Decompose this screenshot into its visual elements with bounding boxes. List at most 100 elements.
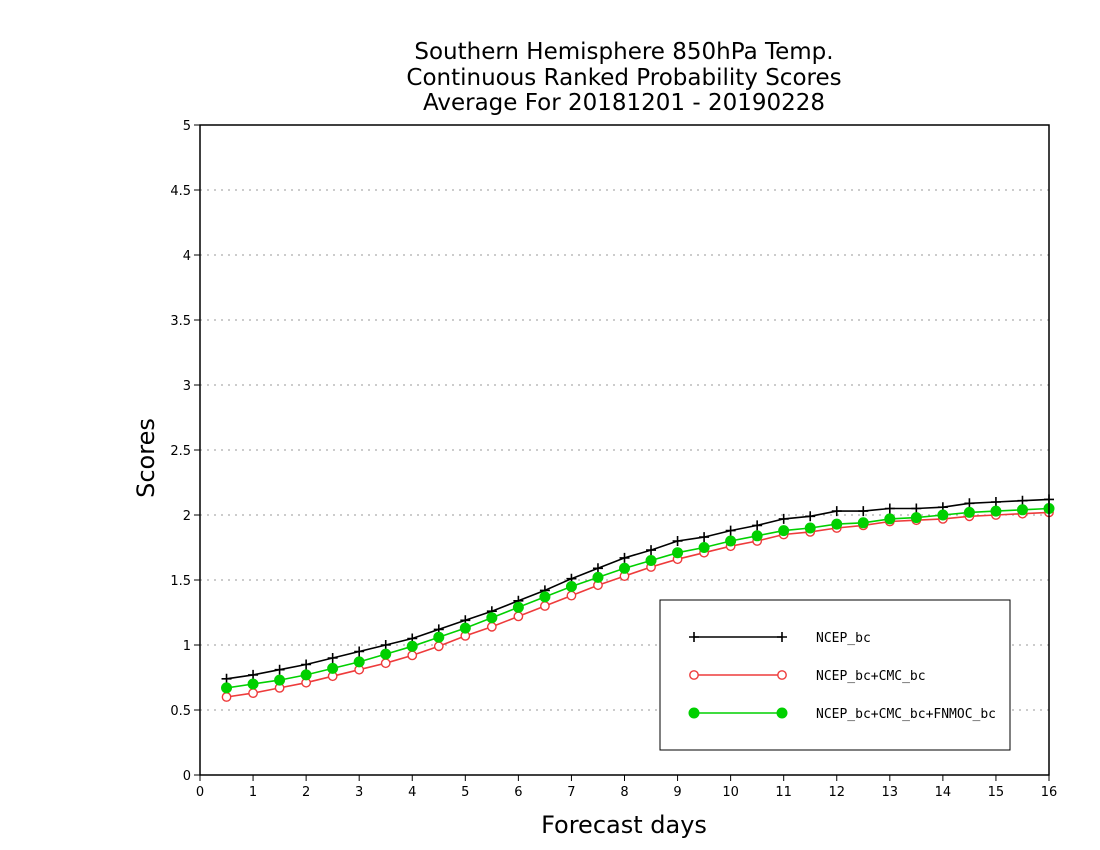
series-2 <box>221 503 1055 694</box>
data-point <box>619 552 630 563</box>
y-tick-label: 1.5 <box>170 574 191 589</box>
legend-marker <box>688 707 700 719</box>
x-tick-label: 7 <box>567 785 575 800</box>
legend-marker <box>689 670 699 680</box>
data-point <box>831 506 842 517</box>
data-point <box>592 571 604 583</box>
y-tick-label: 5 <box>183 119 191 134</box>
chart-title-line-2: Continuous Ranked Probability Scores <box>406 65 841 91</box>
data-point <box>672 536 683 546</box>
x-tick-label: 14 <box>935 785 952 800</box>
data-point <box>327 662 339 674</box>
x-tick-label: 15 <box>988 785 1005 800</box>
data-point <box>565 581 577 592</box>
legend-marker <box>689 632 699 642</box>
y-axis-label: Scores <box>132 418 160 498</box>
legend-label: NCEP_bc <box>816 631 871 646</box>
data-point <box>406 640 418 652</box>
x-tick-label: 0 <box>196 785 204 800</box>
data-point <box>301 659 312 670</box>
data-point <box>964 498 975 509</box>
data-point <box>990 497 1001 507</box>
data-point <box>380 658 391 669</box>
data-point <box>778 525 790 537</box>
data-point <box>221 692 232 702</box>
x-tick-label: 9 <box>673 785 681 800</box>
chart-title: Southern Hemisphere 850hPa Temp. Continu… <box>406 39 841 116</box>
data-point <box>725 525 736 536</box>
y-tick-label: 1 <box>183 639 191 654</box>
data-point <box>433 631 445 643</box>
data-point <box>539 591 551 603</box>
x-tick-label: 12 <box>828 785 845 800</box>
x-axis-label: Forecast days <box>541 811 707 839</box>
data-point <box>698 542 710 553</box>
data-point <box>699 532 710 543</box>
x-tick-label: 4 <box>408 785 416 800</box>
x-tick-label: 11 <box>775 785 792 800</box>
data-point <box>433 641 444 652</box>
data-point <box>486 621 497 632</box>
data-point <box>1016 504 1028 516</box>
plot-frame <box>199 124 1050 776</box>
data-point <box>645 555 657 566</box>
data-point <box>248 669 259 680</box>
legend-entry: NCEP_bc+CMC_bc <box>689 669 926 684</box>
legend: NCEP_bc NCEP_bc+CMC_bc NCEP_bc+CMC_bc+FNMO… <box>659 599 1011 751</box>
legend-marker <box>777 632 787 642</box>
data-point <box>751 530 763 542</box>
x-tick-label: 13 <box>882 785 899 800</box>
data-point <box>459 622 471 634</box>
data-point <box>963 506 975 518</box>
data-point <box>831 518 843 530</box>
data-point <box>566 590 577 601</box>
data-point <box>778 513 789 524</box>
data-point <box>407 650 418 661</box>
data-point <box>592 563 603 574</box>
data-point <box>354 646 365 657</box>
data-point <box>513 611 524 622</box>
x-tick-label: 8 <box>620 785 628 800</box>
y-tick-label: 2.5 <box>170 444 191 459</box>
data-point <box>274 664 285 675</box>
y-tick-label: 0.5 <box>170 704 191 719</box>
y-tick-label: 0 <box>183 769 191 784</box>
y-tick-label: 3 <box>183 379 191 394</box>
data-point <box>857 517 869 529</box>
x-tick-label: 16 <box>1041 785 1058 800</box>
data-point <box>221 682 233 694</box>
data-point <box>248 688 258 698</box>
data-point <box>1017 495 1028 506</box>
data-point <box>327 653 338 663</box>
legend-label: NCEP_bc+CMC_bc+FNMOC_bc <box>816 707 996 722</box>
series-lines <box>221 494 1055 702</box>
data-point <box>486 612 498 624</box>
data-point <box>725 535 737 547</box>
y-tick-label: 3.5 <box>170 314 191 329</box>
y-tick-label: 4.5 <box>170 184 191 199</box>
legend-label: NCEP_bc+CMC_bc <box>816 669 926 684</box>
data-point <box>911 503 922 514</box>
x-tick-label: 3 <box>355 785 363 800</box>
data-point <box>752 520 763 531</box>
data-point <box>619 562 630 574</box>
axis-ticks: 00.511.522.533.544.550 1 2 3 4 5 6 7 8 9 10 11 12 13 1… <box>170 119 1057 800</box>
legend-marker <box>777 670 787 680</box>
y-tick-label: 4 <box>183 249 191 264</box>
data-point <box>646 545 657 556</box>
legend-entry: NCEP_bc+CMC_bc+FNMOC_bc <box>688 707 996 722</box>
data-point <box>910 512 922 524</box>
data-point <box>540 601 550 611</box>
data-point <box>884 503 895 514</box>
data-point <box>380 648 392 660</box>
data-point <box>805 511 816 522</box>
data-point <box>380 640 391 650</box>
y-tick-label: 2 <box>183 509 191 524</box>
data-point <box>672 547 684 559</box>
legend-items: NCEP_bc NCEP_bc+CMC_bc NCEP_bc+CMC_bc+FNMO… <box>688 631 996 722</box>
data-point <box>247 678 259 690</box>
data-point <box>804 522 816 534</box>
x-tick-label: 5 <box>461 785 469 800</box>
x-tick-label: 2 <box>302 785 310 800</box>
